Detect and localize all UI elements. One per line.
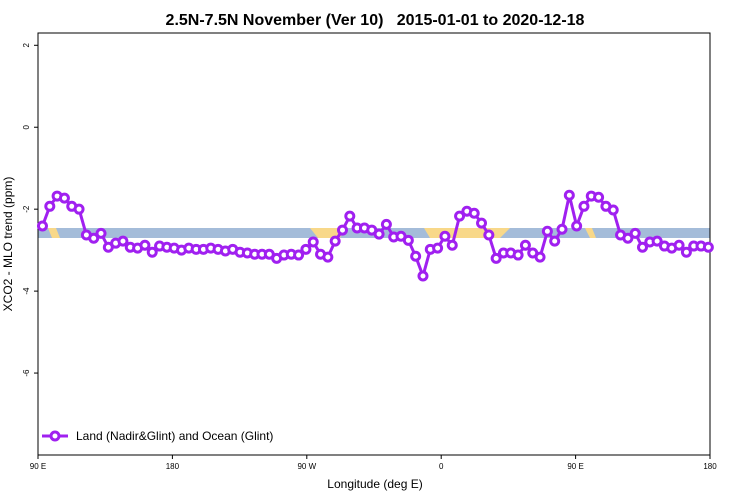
chart-title: 2.5N-7.5N November (Ver 10) 2015-01-01 t… <box>166 12 585 29</box>
point <box>702 241 714 253</box>
y-tick-label: -2 <box>22 205 31 213</box>
x-tick-label: 180 <box>166 462 180 471</box>
point <box>578 200 590 212</box>
point <box>329 235 341 247</box>
point <box>490 252 502 264</box>
point <box>139 239 151 251</box>
y-tick-label: 2 <box>22 43 31 48</box>
point <box>571 220 583 232</box>
point <box>432 242 444 254</box>
point <box>483 229 495 241</box>
point <box>300 243 312 255</box>
legend-marker <box>49 430 61 442</box>
point <box>454 210 466 222</box>
point <box>322 251 334 263</box>
point <box>380 218 392 230</box>
point <box>622 232 634 244</box>
point <box>307 236 319 248</box>
x-tick-label: 90 E <box>567 462 583 471</box>
x-tick-label: 90 E <box>30 462 46 471</box>
land-patch <box>585 228 596 238</box>
point <box>95 227 107 239</box>
point <box>417 270 429 282</box>
x-tick-label: 0 <box>439 462 444 471</box>
point <box>88 232 100 244</box>
point <box>344 210 356 222</box>
point <box>607 204 619 216</box>
x-axis-label: Longitude (deg E) <box>327 477 422 491</box>
point <box>549 235 561 247</box>
legend-label: Land (Nadir&Glint) and Ocean (Glint) <box>76 429 273 443</box>
land-patch <box>48 228 60 238</box>
point <box>146 246 158 258</box>
point <box>410 250 422 262</box>
point <box>468 207 480 219</box>
point <box>293 249 305 261</box>
point <box>651 235 663 247</box>
point <box>73 203 85 215</box>
point <box>629 227 641 239</box>
point <box>44 200 56 212</box>
point <box>534 251 546 263</box>
y-tick-label: -6 <box>22 369 31 377</box>
point <box>439 230 451 242</box>
point <box>117 235 129 247</box>
point <box>373 228 385 240</box>
point <box>519 239 531 251</box>
point <box>36 220 48 232</box>
point <box>556 223 568 235</box>
point <box>563 189 575 201</box>
point <box>593 191 605 203</box>
y-tick-label: -4 <box>22 287 31 295</box>
y-tick-label: 0 <box>22 124 31 129</box>
point <box>512 249 524 261</box>
point <box>680 246 692 258</box>
point <box>637 241 649 253</box>
point <box>541 225 553 237</box>
point <box>476 217 488 229</box>
legend: Land (Nadir&Glint) and Ocean (Glint) <box>42 429 273 443</box>
point <box>58 192 70 204</box>
x-tick-label: 90 W <box>297 462 316 471</box>
y-axis-label: XCO2 - MLO trend (ppm) <box>1 177 15 312</box>
point <box>402 234 414 246</box>
land-patch <box>310 228 345 238</box>
point <box>336 224 348 236</box>
land-patch <box>424 228 510 238</box>
point <box>446 239 458 251</box>
point <box>673 239 685 251</box>
x-tick-label: 180 <box>703 462 717 471</box>
